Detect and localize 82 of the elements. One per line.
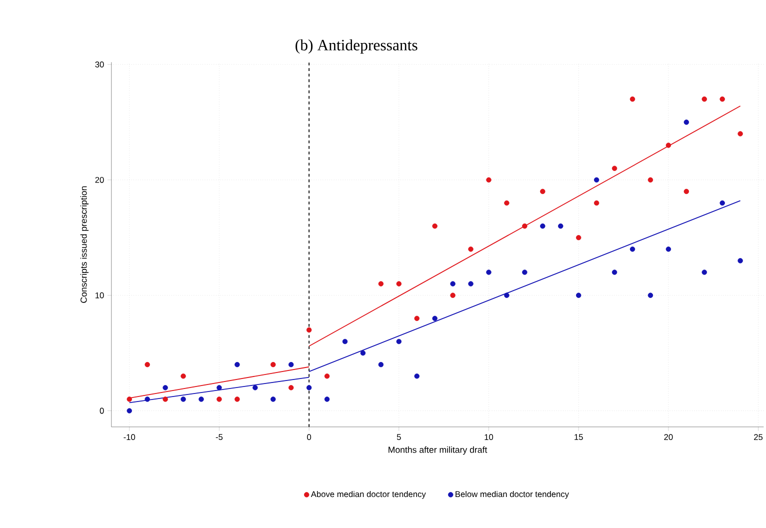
point bbox=[270, 362, 276, 367]
x-tick-label: 20 bbox=[664, 434, 673, 440]
y-tick-label: 20 bbox=[95, 176, 104, 183]
point bbox=[504, 292, 510, 298]
point bbox=[144, 396, 150, 402]
point bbox=[396, 280, 402, 286]
point bbox=[486, 269, 492, 275]
point bbox=[630, 246, 636, 252]
point bbox=[648, 177, 654, 182]
y-tick-label: 0 bbox=[100, 408, 104, 414]
point bbox=[630, 96, 636, 102]
point bbox=[144, 362, 150, 367]
point bbox=[612, 166, 618, 171]
point bbox=[666, 142, 672, 148]
point bbox=[414, 316, 420, 321]
point bbox=[594, 200, 600, 206]
point bbox=[198, 396, 204, 402]
point bbox=[396, 338, 402, 344]
point bbox=[378, 362, 384, 367]
point bbox=[162, 384, 168, 390]
point bbox=[432, 316, 438, 321]
point bbox=[558, 223, 564, 228]
point bbox=[450, 280, 456, 286]
point bbox=[522, 269, 528, 275]
point bbox=[126, 396, 132, 402]
x-tick-label: 15 bbox=[574, 434, 583, 440]
point bbox=[666, 246, 672, 252]
point bbox=[648, 292, 654, 298]
point bbox=[612, 269, 618, 275]
point bbox=[594, 177, 600, 182]
legend-label: Above median doctor tendency bbox=[310, 490, 426, 499]
point bbox=[252, 384, 258, 390]
point bbox=[324, 373, 330, 378]
y-axis-title: Conscripts issued prescription bbox=[80, 186, 89, 303]
x-axis-title: Months after military draft bbox=[388, 446, 488, 454]
point bbox=[576, 234, 582, 240]
point bbox=[270, 396, 276, 402]
point bbox=[486, 177, 492, 182]
point bbox=[432, 223, 438, 228]
point bbox=[288, 362, 294, 367]
point bbox=[216, 384, 222, 390]
point bbox=[522, 223, 528, 228]
point bbox=[288, 384, 294, 390]
point bbox=[684, 119, 690, 125]
point bbox=[180, 396, 186, 402]
point bbox=[324, 396, 330, 402]
point bbox=[504, 200, 510, 206]
x-tick-label: -10 bbox=[124, 434, 136, 440]
point bbox=[702, 96, 707, 102]
point bbox=[306, 384, 312, 390]
point bbox=[342, 338, 348, 344]
point bbox=[738, 258, 743, 264]
y-tick-label: 10 bbox=[96, 292, 104, 298]
point bbox=[540, 223, 546, 228]
point bbox=[234, 396, 240, 402]
point bbox=[306, 327, 312, 332]
point bbox=[450, 292, 456, 298]
x-tick-label: 10 bbox=[484, 434, 494, 440]
x-tick-label: 25 bbox=[754, 434, 763, 440]
point bbox=[702, 269, 707, 275]
point bbox=[468, 246, 474, 252]
point bbox=[126, 408, 132, 414]
point bbox=[468, 280, 474, 286]
point bbox=[720, 96, 725, 102]
point bbox=[378, 280, 384, 286]
point bbox=[540, 188, 546, 194]
point bbox=[738, 130, 743, 136]
point bbox=[360, 350, 366, 356]
point bbox=[162, 396, 168, 402]
point bbox=[414, 373, 420, 378]
point bbox=[684, 188, 690, 194]
x-tick-label: 5 bbox=[396, 434, 401, 440]
chart-title: (b) Antidepressants bbox=[296, 39, 418, 54]
point bbox=[576, 292, 582, 298]
legend-label: Below median doctor tendency bbox=[456, 490, 569, 499]
x-tick-label: -5 bbox=[216, 434, 223, 440]
y-tick-label: 30 bbox=[95, 61, 104, 68]
point bbox=[720, 200, 725, 206]
point bbox=[180, 373, 186, 378]
point bbox=[216, 396, 222, 402]
x-tick-label: 0 bbox=[307, 434, 312, 440]
point bbox=[234, 362, 240, 367]
